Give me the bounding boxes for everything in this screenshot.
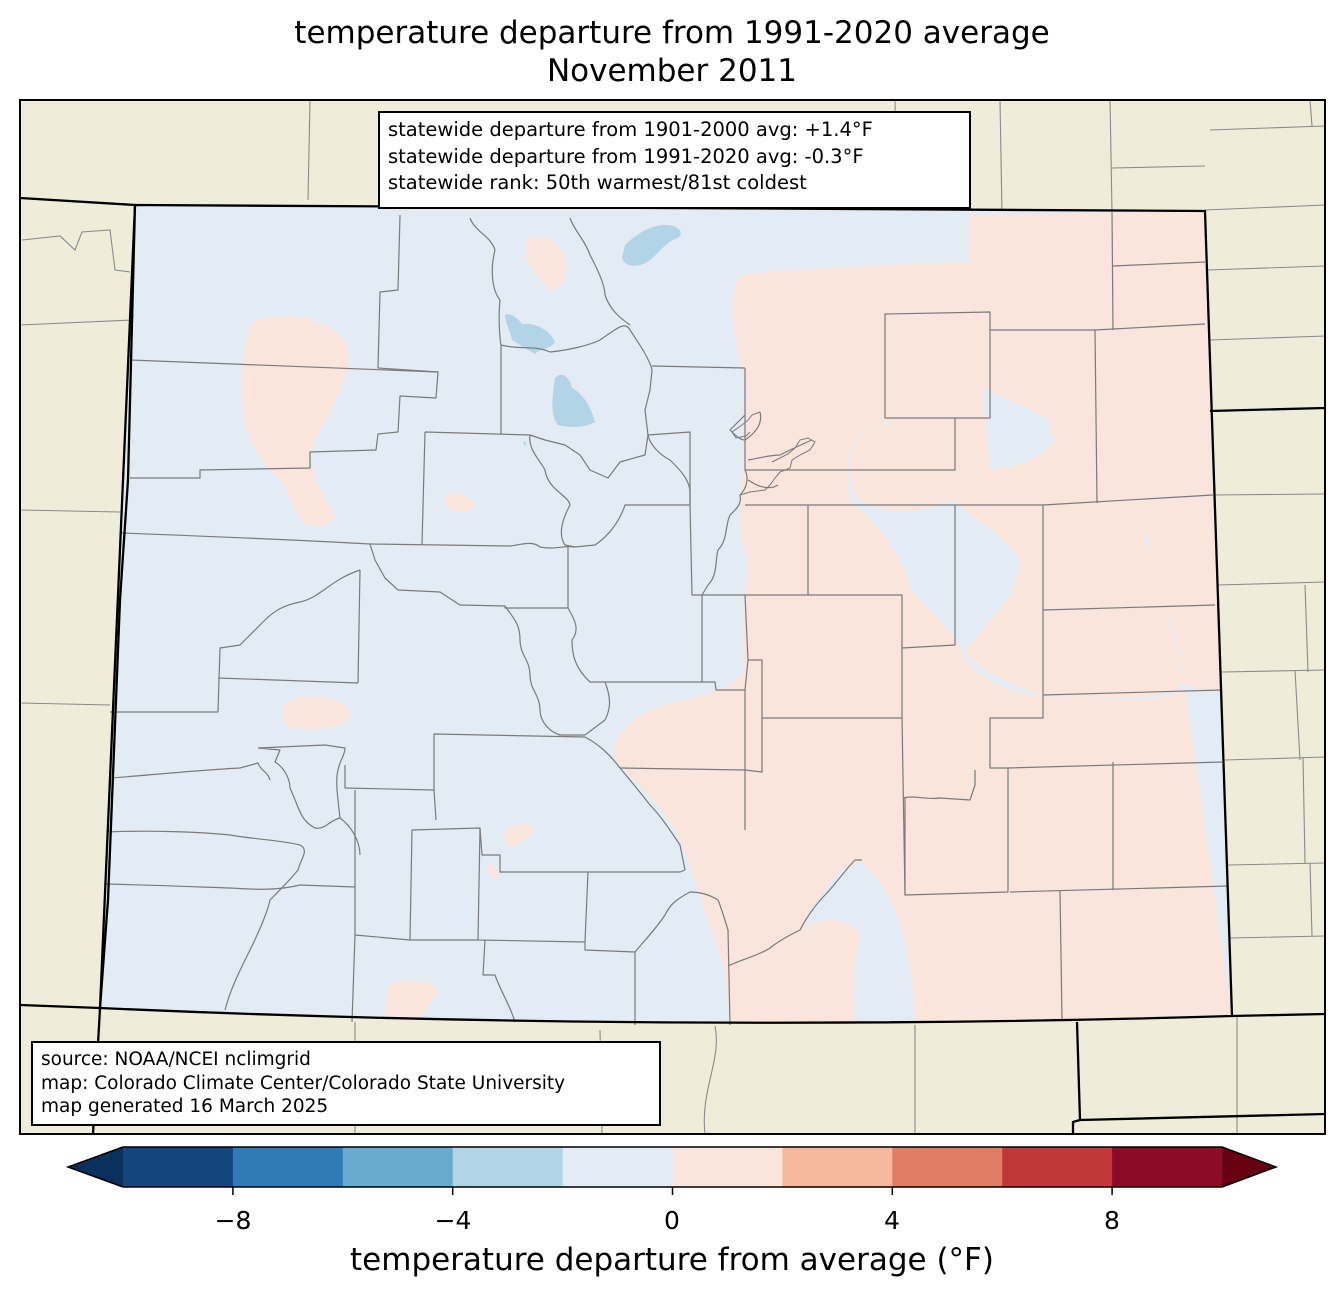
colorbar-label: temperature departure from average (°F) [350,1242,994,1278]
colorbar-bin [672,1147,783,1187]
source-credits-box: source: NOAA/NCEI nclimgrid map: Colorad… [31,1041,661,1126]
colorbar-bin [123,1147,234,1187]
colorbar-over-arrow [1222,1147,1276,1187]
colorbar-bin [892,1147,1003,1187]
source-line-1: source: NOAA/NCEI nclimgrid [41,1049,311,1070]
source-line-2: map: Colorado Climate Center/Colorado St… [41,1072,566,1094]
map-title-line1: temperature departure from 1991-2020 ave… [294,15,1050,51]
urban-boundaries [731,411,816,496]
colorbar-bin [232,1147,344,1187]
state-boundaries [19,196,1326,1135]
colorbar-bin [1002,1147,1113,1187]
colorbar-tick-label: −8 [214,1206,252,1235]
colorbar-bin [452,1147,564,1187]
cold-anomaly-spots [505,225,681,446]
map-frame [19,99,1326,1135]
map-title-line2: November 2011 [546,53,797,89]
colorbar-under-arrow [68,1147,123,1187]
colorbar-bin [782,1147,893,1187]
source-line-3: map generated 16 March 2025 [41,1096,329,1117]
colorbar-bin [342,1147,454,1187]
colorbar-bin [562,1147,673,1187]
stats-line-1: statewide departure from 1901-2000 avg: … [388,118,873,141]
colorbar [65,1146,1279,1195]
colorbar-tick-label: 8 [1104,1206,1120,1235]
colorbar-tick-label: 0 [664,1206,680,1235]
colorbar-tick-label: 4 [884,1206,900,1235]
county-boundaries [103,211,1229,1026]
colorbar-bin [1112,1147,1223,1187]
statewide-stats-box: statewide departure from 1901-2000 avg: … [378,111,971,209]
colorbar-outline [65,1146,1279,1188]
colorbar-tick-label: −4 [434,1206,472,1235]
stats-line-3: statewide rank: 50th warmest/81st coldes… [388,171,807,194]
stats-line-2: statewide departure from 1991-2020 avg: … [388,144,864,168]
